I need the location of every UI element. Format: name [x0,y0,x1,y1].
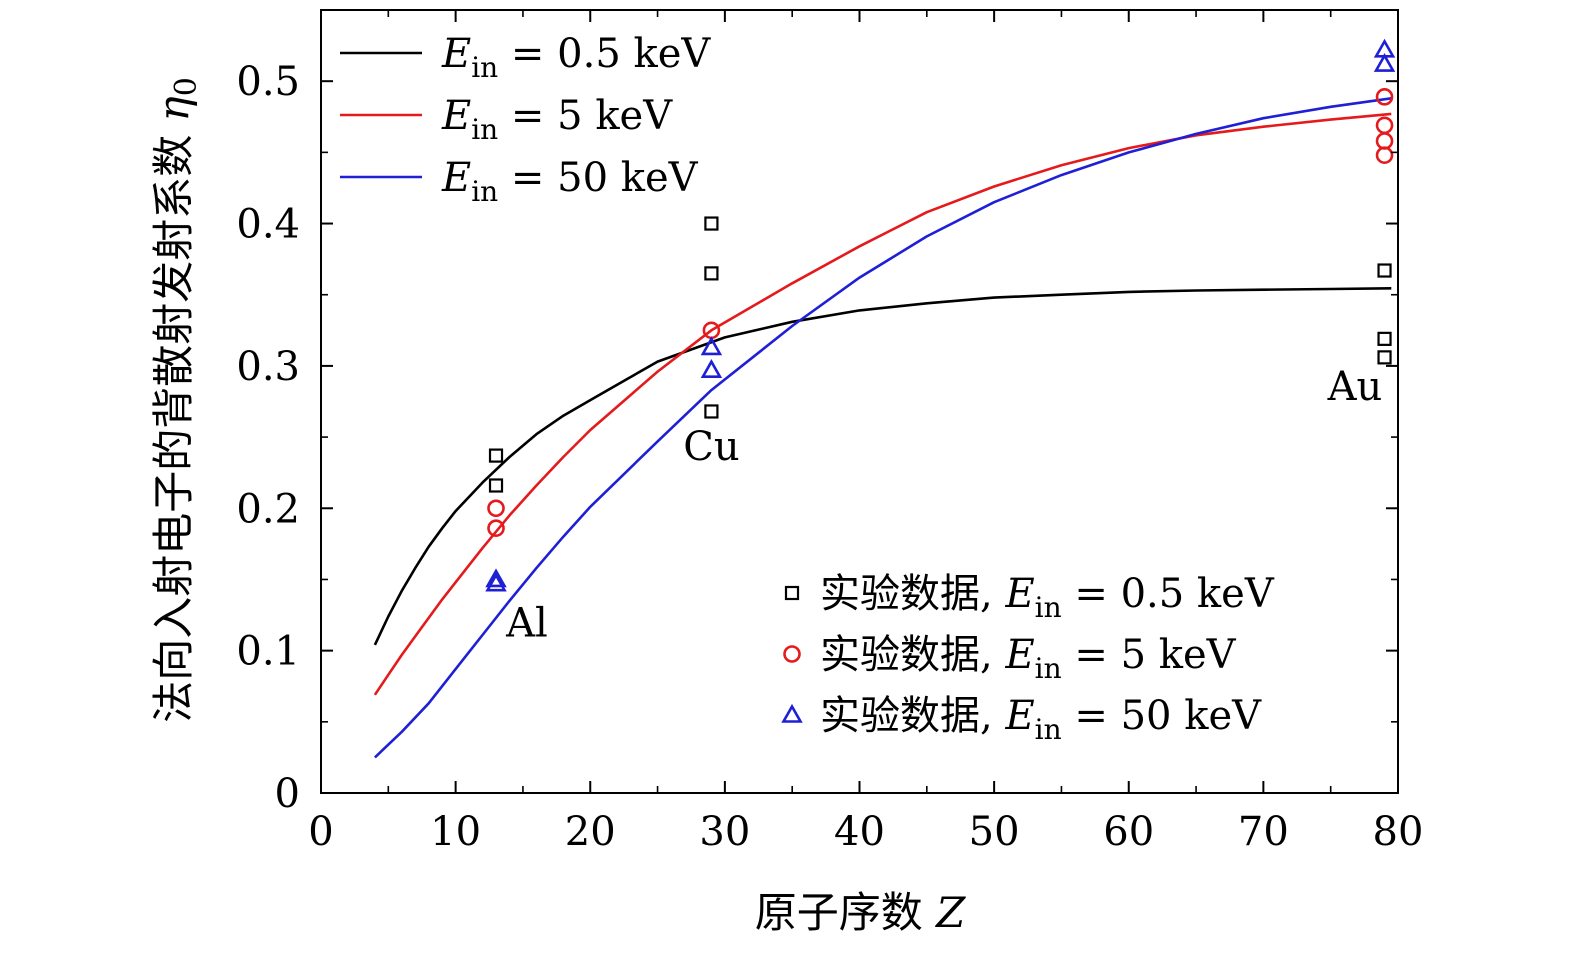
data-point-triangle-3 [700,359,723,378]
plot-background [321,10,1398,793]
data-point-triangle-0 [485,568,507,588]
legend-label-subscript: in [1035,713,1062,746]
series-line-1 [373,112,1392,696]
legend-marker-swatch-2 [781,703,803,723]
legend-label-rest: = 0.5 keV [498,31,711,77]
legend-label-rest: = 50 keV [1062,693,1262,739]
x-tick-label-4: 40 [834,809,885,855]
series-layer [373,97,1392,759]
legend-label-rest: = 5 keV [1062,632,1237,678]
annotation-cu: Cu [683,424,739,470]
data-point-square-2 [704,216,719,231]
y-tick-label-4: 0.4 [236,202,300,248]
data-point-triangle-2 [700,336,723,356]
y-axis-label: 法向入射电子的背散射发射系数 η0 [149,77,204,723]
y-tick-label-2: 0.2 [236,486,300,532]
legend-label-prefix: 实验数据, [820,632,1005,678]
y-axis-label-text: 法向入射电子的背散射发射系数 [149,121,198,722]
y-tick-label-5: 0.5 [236,59,300,105]
legend-line-label-0: Ein = 0.5 keV [441,31,711,84]
annotation-layer: Al Cu Au [505,364,1382,646]
annotation-al: Al [505,600,548,646]
x-tick-label-8: 80 [1373,809,1424,855]
legend-marker-label-1: 实验数据, Ein = 5 keV [820,632,1237,685]
legend-marker-swatch-1 [783,645,801,663]
y-tick-label-0: 0 [275,771,300,817]
x-tick-label-1: 10 [430,809,481,855]
x-tick-label-7: 70 [1238,809,1289,855]
data-point-circle-0 [487,499,505,518]
data-point-triangle-5 [1373,52,1396,72]
series-line-0 [373,287,1392,646]
legend-label-symbol: E [441,155,471,201]
y-tick-label-1: 0.1 [236,629,300,675]
plot-area [321,10,1398,793]
legend-label-rest: = 0.5 keV [1062,571,1275,617]
legend-label-symbol: E [441,93,471,139]
x-axis-label-symbol: Z [934,888,966,937]
legend-label-subscript: in [471,51,498,84]
legend-label-prefix: 实验数据, [820,693,1005,739]
x-axis-label: 原子序数 Z [755,888,966,937]
legend-label-subscript: in [471,175,498,208]
data-point-circle-1 [487,519,505,538]
legend-label-rest: = 50 keV [498,155,698,201]
x-tick-label-2: 20 [565,809,616,855]
data-point-triangle-1 [485,572,507,592]
x-axis-label-text: 原子序数 [755,888,936,937]
annotation-au: Au [1327,364,1383,410]
y-axis-label-symbol: η [149,96,198,121]
legend-line-label-2: Ein = 50 keV [441,155,699,208]
series-line-2 [374,97,1392,759]
legend-label-symbol: E [1004,693,1034,739]
legend-marker-swatch-0 [784,585,800,601]
legend-marker-label-0: 实验数据, Ein = 0.5 keV [820,571,1275,624]
x-tick-label-3: 30 [699,809,750,855]
legend-marker-label-2: 实验数据, Ein = 50 keV [820,693,1262,746]
data-point-square-5 [1377,263,1392,278]
data-point-square-3 [704,266,719,281]
data-point-square-0 [488,448,504,463]
axes-layer: 0 10 20 30 40 50 60 70 80 0 0.1 0.2 0.3 0.4 0.5 原子序数 Z 法… [149,9,1424,937]
marker-layer [485,38,1396,592]
data-point-circle-3 [1375,88,1394,106]
legend-label-prefix: 实验数据, [820,571,1005,617]
data-point-circle-6 [1375,146,1394,165]
y-axis-label-subscript: 0 [169,77,204,96]
data-point-square-7 [1377,350,1392,365]
legend-label-symbol: E [1004,571,1034,617]
legend-label-symbol: E [1004,632,1034,678]
legend-label-symbol: E [441,31,471,77]
data-point-square-4 [704,404,719,419]
legend-label-subscript: in [471,113,498,146]
legend-label-rest: = 5 keV [498,93,673,139]
legend-label-subscript: in [1035,652,1062,685]
x-tick-label-6: 60 [1103,809,1154,855]
data-point-square-1 [488,478,504,493]
legend-line-label-1: Ein = 5 keV [441,93,673,146]
x-tick-label-5: 50 [969,809,1020,855]
x-tick-label-0: 0 [308,809,333,855]
legend-label-subscript: in [1035,591,1062,624]
y-tick-label-3: 0.3 [236,344,300,390]
data-point-square-6 [1377,331,1392,346]
